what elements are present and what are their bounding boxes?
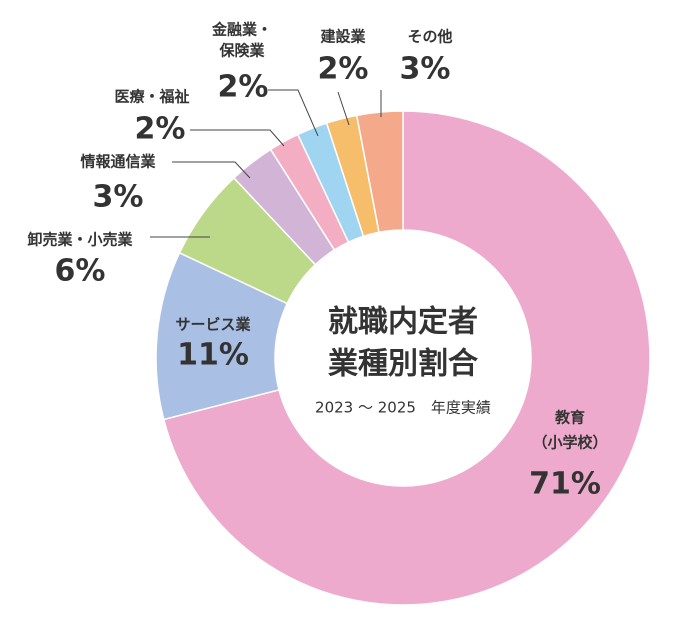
- slice: [162, 110, 651, 606]
- category-label: 情報通信業: [80, 153, 156, 171]
- center-title: 就職内定者: [328, 305, 478, 340]
- leader-line: [190, 129, 285, 147]
- value-label: 2%: [218, 70, 269, 105]
- value-label: 11%: [177, 338, 249, 373]
- value-label: 2%: [318, 52, 369, 87]
- leader-line: [337, 91, 350, 126]
- slices: [155, 110, 651, 606]
- category-label: 卸売業・小売業: [27, 231, 133, 249]
- category-label: その他: [407, 28, 452, 46]
- category-label: 医療・福祉: [114, 88, 189, 106]
- value-label: 3%: [400, 52, 451, 87]
- leader-line: [172, 161, 251, 179]
- value-label: 6%: [55, 254, 106, 289]
- value-label: 71%: [529, 467, 601, 502]
- leader-line: [268, 89, 319, 137]
- category-label: 金融業・: [211, 21, 272, 39]
- category-label: 教育: [554, 409, 585, 427]
- slice: [355, 110, 404, 234]
- center-subtitle: 2023 ～ 2025 年度実績: [315, 399, 491, 417]
- value-label: 2%: [135, 112, 186, 147]
- category-label: 保険業: [218, 42, 265, 60]
- value-label: 3%: [93, 180, 144, 215]
- category-label: 建設業: [320, 28, 366, 46]
- category-label: サービス業: [175, 316, 251, 334]
- category-label: （小学校）: [532, 434, 607, 452]
- center-title: 業種別割合: [328, 347, 478, 382]
